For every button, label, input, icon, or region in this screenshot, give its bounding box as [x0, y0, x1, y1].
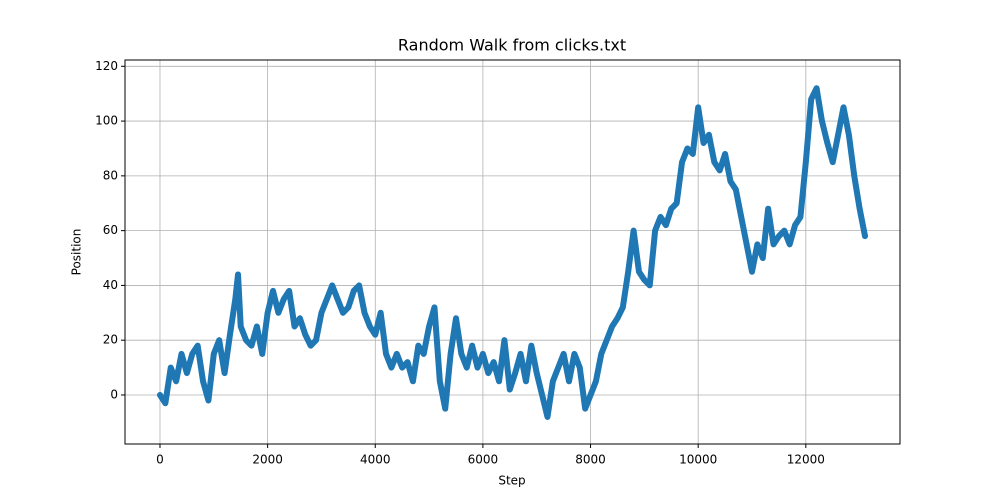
y-tick-label: 40: [103, 278, 118, 292]
x-axis-label: Step: [498, 474, 525, 488]
x-tick-label: 6000: [468, 453, 499, 467]
y-tick-label: 0: [110, 387, 118, 401]
y-axis-label: Position: [70, 229, 84, 276]
plot: [156, 85, 869, 420]
data-line: [156, 85, 869, 420]
chart-title: Random Walk from clicks.txt: [398, 36, 626, 55]
x-tick-label: 8000: [575, 453, 606, 467]
y-tick-label: 20: [103, 333, 118, 347]
x-tick-label: 10000: [679, 453, 717, 467]
y-tick-label: 120: [95, 59, 118, 73]
y-tick-label: 80: [103, 168, 118, 182]
plot-frame: [124, 59, 901, 445]
x-tick-label: 0: [156, 453, 164, 467]
y-tick-label: 60: [103, 223, 118, 237]
y-tick-label: 100: [95, 114, 118, 128]
x-tick-label: 12000: [787, 453, 825, 467]
x-tick-label: 2000: [252, 453, 283, 467]
x-tick-label: 4000: [360, 453, 391, 467]
